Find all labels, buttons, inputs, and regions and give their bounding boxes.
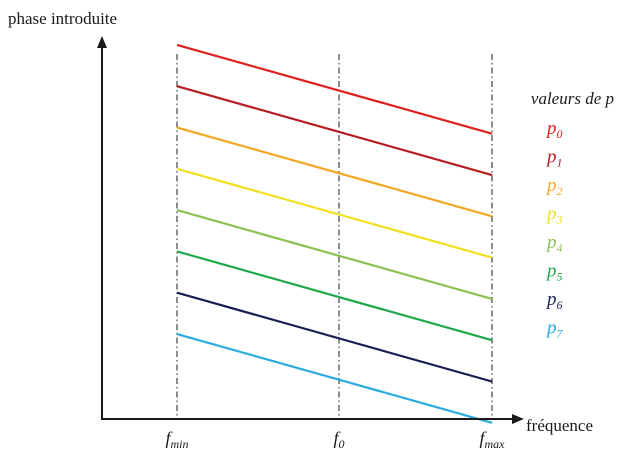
x-tick-label-2: fmax	[479, 428, 505, 451]
x-tick-labels: fmin f0 fmax	[165, 428, 505, 451]
legend-label-3: p3	[545, 204, 563, 227]
legend-label-2: p2	[545, 175, 563, 198]
x-tick-label-0: fmin	[165, 428, 188, 451]
legend-label-0: p0	[545, 118, 563, 141]
legend-label-7: p7	[545, 318, 564, 341]
series-line-3	[176, 167, 493, 259]
series-line-7	[176, 332, 493, 424]
series-line-0	[176, 43, 493, 135]
legend-title: valeurs de p	[531, 89, 614, 108]
series-line-6	[176, 291, 493, 383]
x-tick-label-1: f0	[333, 428, 344, 451]
legend-label-4: p4	[545, 232, 563, 255]
x-axis-arrow-icon	[512, 414, 524, 424]
series-lines	[176, 43, 493, 424]
legend-label-5: p5	[545, 261, 563, 284]
legend: p0 p1 p2 p3 p4 p5 p6 p7	[545, 118, 564, 341]
axes	[97, 36, 524, 424]
x-axis-title: fréquence	[526, 416, 593, 435]
y-axis-arrow-icon	[97, 36, 107, 48]
guide-lines	[176, 54, 493, 419]
series-line-4	[176, 209, 493, 300]
legend-label-1: p1	[545, 147, 563, 170]
legend-label-6: p6	[545, 289, 563, 312]
series-line-1	[176, 85, 493, 177]
series-line-5	[176, 250, 493, 342]
series-line-2	[176, 126, 493, 218]
y-axis-title: phase introduite	[8, 9, 117, 28]
